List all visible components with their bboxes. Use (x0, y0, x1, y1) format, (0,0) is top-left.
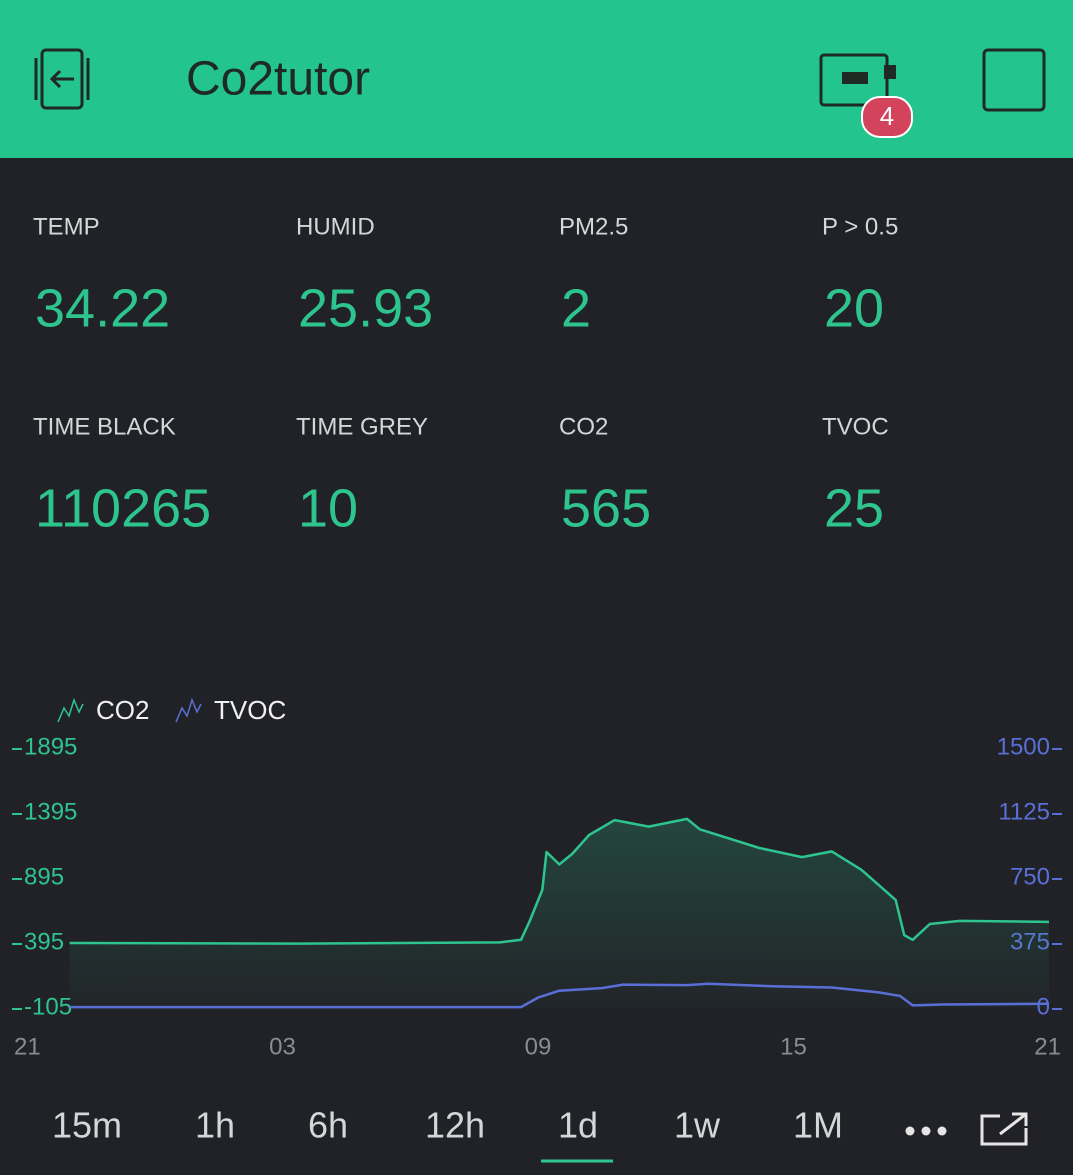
widget-label: PM2.5 (559, 213, 628, 240)
widget-label: TEMP (33, 213, 100, 240)
notification-badge: 4 (880, 101, 894, 131)
widget-label: TIME BLACK (33, 413, 176, 440)
time-range-button[interactable]: 15m (52, 1105, 122, 1146)
area-fill (69, 818, 1050, 1008)
widget-value: 110265 (35, 478, 211, 538)
time-range-button[interactable]: 1M (793, 1105, 843, 1146)
header-bar (0, 0, 1073, 158)
widget-label: TIME GREY (296, 413, 428, 440)
y2-tick-label: 1500 (997, 733, 1050, 760)
widget-value: 25 (824, 478, 884, 538)
legend-icon (175, 697, 202, 723)
settings-button[interactable] (982, 48, 1046, 112)
x-tick-label: 21 (14, 1033, 41, 1060)
project-title: Co2tutor (186, 53, 370, 106)
series-line (69, 982, 1050, 1009)
y-tick-label: 395 (24, 928, 64, 955)
widget-label: HUMID (296, 213, 375, 240)
widget-value: 25.93 (298, 278, 433, 338)
back-button[interactable] (34, 48, 90, 110)
legend-label: TVOC (214, 695, 286, 725)
widget-value: 565 (561, 478, 651, 538)
device-button[interactable] (819, 53, 913, 138)
y-tick-label: -105 (24, 993, 72, 1020)
time-range-button[interactable]: 12h (425, 1105, 485, 1146)
widget-value: 20 (824, 278, 884, 338)
x-tick-label: 09 (525, 1033, 552, 1060)
x-tick-label: 21 (1034, 1033, 1061, 1060)
widget-label: CO2 (559, 413, 608, 440)
time-range-button[interactable]: 1h (195, 1105, 235, 1146)
x-tick-label: 15 (780, 1033, 807, 1060)
widget-label: TVOC (822, 413, 889, 440)
y-tick-label: 1395 (24, 798, 77, 825)
legend-label: CO2 (96, 695, 149, 725)
x-tick-label: 03 (269, 1033, 296, 1060)
widget-value: 10 (298, 478, 358, 538)
widget-value: 2 (561, 278, 591, 338)
y2-tick-label: 750 (1010, 863, 1050, 890)
series-line (69, 817, 1050, 945)
time-range-button[interactable]: 1d (558, 1105, 598, 1146)
time-range-button[interactable]: 1w (674, 1105, 721, 1146)
fullscreen-button[interactable] (980, 1112, 1028, 1146)
y-tick-label: 895 (24, 863, 64, 890)
widget-value: 34.22 (35, 278, 170, 338)
more-button[interactable] (905, 1126, 947, 1136)
legend-icon (57, 697, 84, 723)
y2-tick-label: 1125 (998, 798, 1050, 825)
widget-label: P > 0.5 (822, 213, 898, 240)
y-tick-label: 1895 (24, 733, 77, 760)
time-range-button[interactable]: 6h (308, 1105, 348, 1146)
